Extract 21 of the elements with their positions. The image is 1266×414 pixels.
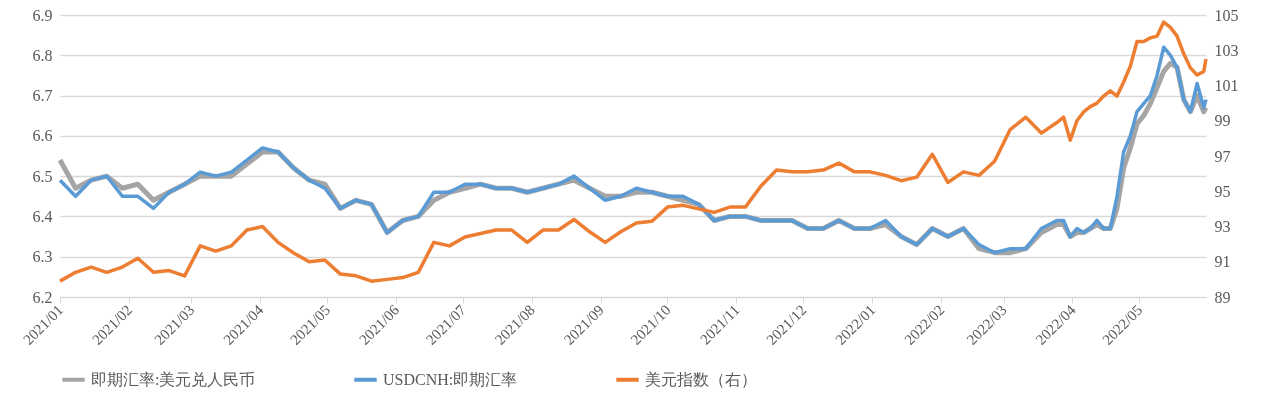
y2-tick-label: 95 bbox=[1214, 182, 1231, 200]
y-tick-label: 6.6 bbox=[32, 127, 53, 145]
line-series bbox=[58, 20, 1208, 283]
y-tick-label: 6.8 bbox=[32, 46, 53, 64]
y-tick-label: 6.2 bbox=[32, 288, 53, 306]
y2-tick-label: 105 bbox=[1214, 6, 1239, 24]
y2-tick-label: 103 bbox=[1214, 41, 1239, 59]
y-tick-label: 6.9 bbox=[32, 6, 53, 24]
legend-label: 即期汇率:美元兑人民币 bbox=[91, 370, 256, 388]
y2-tick-label: 93 bbox=[1214, 218, 1231, 235]
y2-tick-label: 99 bbox=[1214, 112, 1231, 130]
y-tick-label: 6.3 bbox=[32, 248, 53, 266]
y-tick-label: 6.5 bbox=[32, 167, 53, 185]
y2-tick-label: 91 bbox=[1214, 253, 1231, 271]
y2-tick-label: 89 bbox=[1214, 288, 1231, 306]
y-tick-label: 6.4 bbox=[32, 207, 53, 225]
y2-tick-label: 97 bbox=[1214, 147, 1231, 165]
legend-label: 美元指数（右） bbox=[645, 370, 757, 388]
legend-label: USDCNH:即期汇率 bbox=[383, 370, 518, 388]
y2-tick-label: 101 bbox=[1214, 77, 1239, 94]
y-tick-label: 6.7 bbox=[32, 87, 53, 105]
